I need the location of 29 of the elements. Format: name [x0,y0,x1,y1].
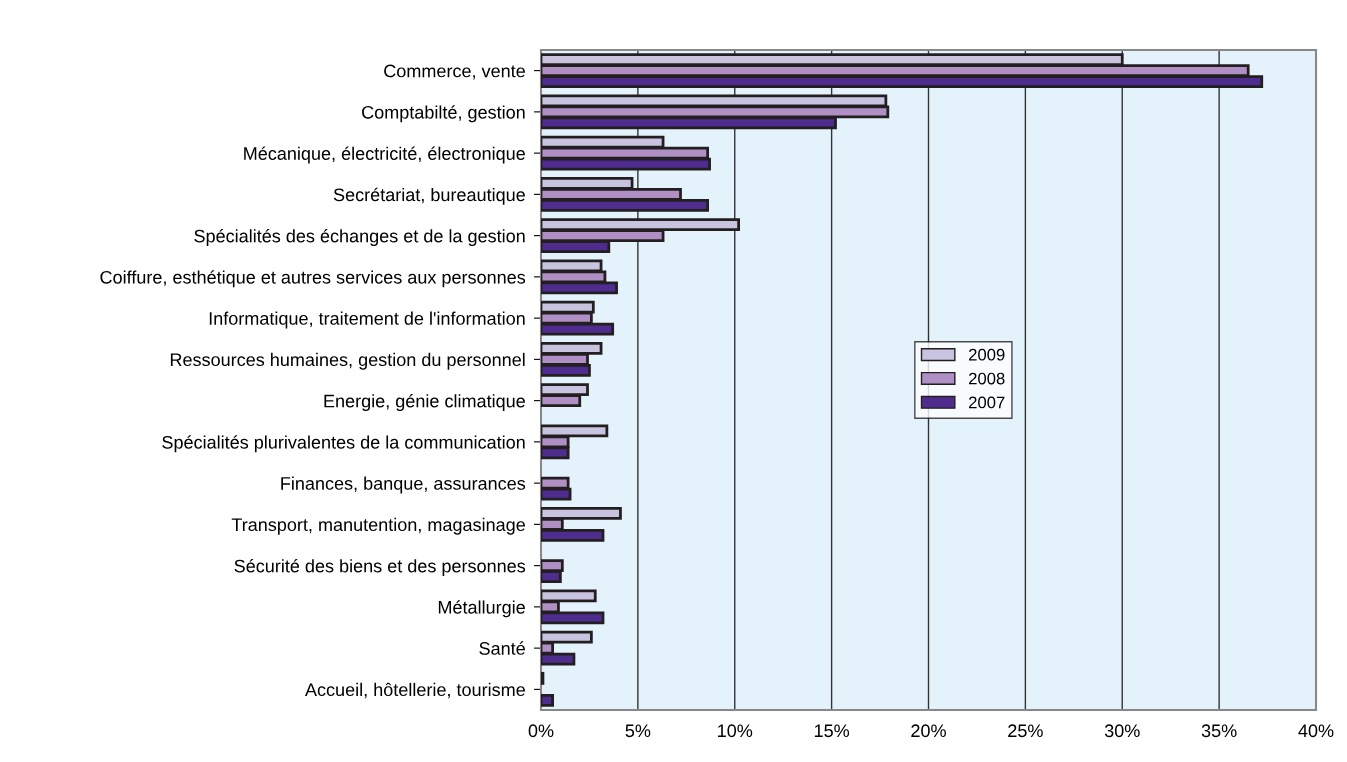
x-tick-label: 20% [911,724,946,738]
y-tick-label: Santé [479,641,525,655]
y-tick-label: Mécanique, électricité, électronique [244,146,525,164]
y-tick-label: Energie, génie climatique [324,393,525,412]
y-tick-label: Transport, manutention, magasinage [231,517,525,535]
legend-label: 2009 [969,348,1005,361]
y-tick-label: Comptabilté, gestion [362,105,525,123]
legend-label: 2008 [969,372,1005,385]
bar [541,693,555,707]
y-tick-label: Coiffure, esthétique et autres services aux personnes [100,270,526,288]
x-tick-label: 15% [814,724,850,738]
legend-label: 2007 [969,396,1005,409]
y-tick-label: Finances, banque, assurances [281,476,526,494]
y-tick-label: Accueil, hôtellerie, tourisme [305,682,525,699]
y-tick-label: Ressources humaines, gestion du personnel [170,352,525,370]
y-tick-label: Spécialités des échanges et de la gestion [194,228,525,247]
x-tick-label: 5% [625,724,651,738]
x-tick-label: 0% [528,724,554,738]
x-tick-label: 25% [1008,724,1043,738]
y-tick-label: Sécurité des biens et des personnes [234,558,526,577]
y-tick-label: Métallurgie [438,600,525,618]
x-tick-label: 30% [1104,724,1140,738]
y-tick-label: Commerce, vente [384,64,525,80]
y-tick-label: Informatique, traitement de l'information [209,311,525,329]
x-tick-label: 10% [718,724,753,738]
x-tick-label: 35% [1201,724,1237,738]
y-tick-label: Spécialités plurivalentes de la communication [162,435,525,453]
x-tick-label: 40% [1298,724,1334,738]
y-tick-label: Secrétariat, bureautique [333,187,525,205]
